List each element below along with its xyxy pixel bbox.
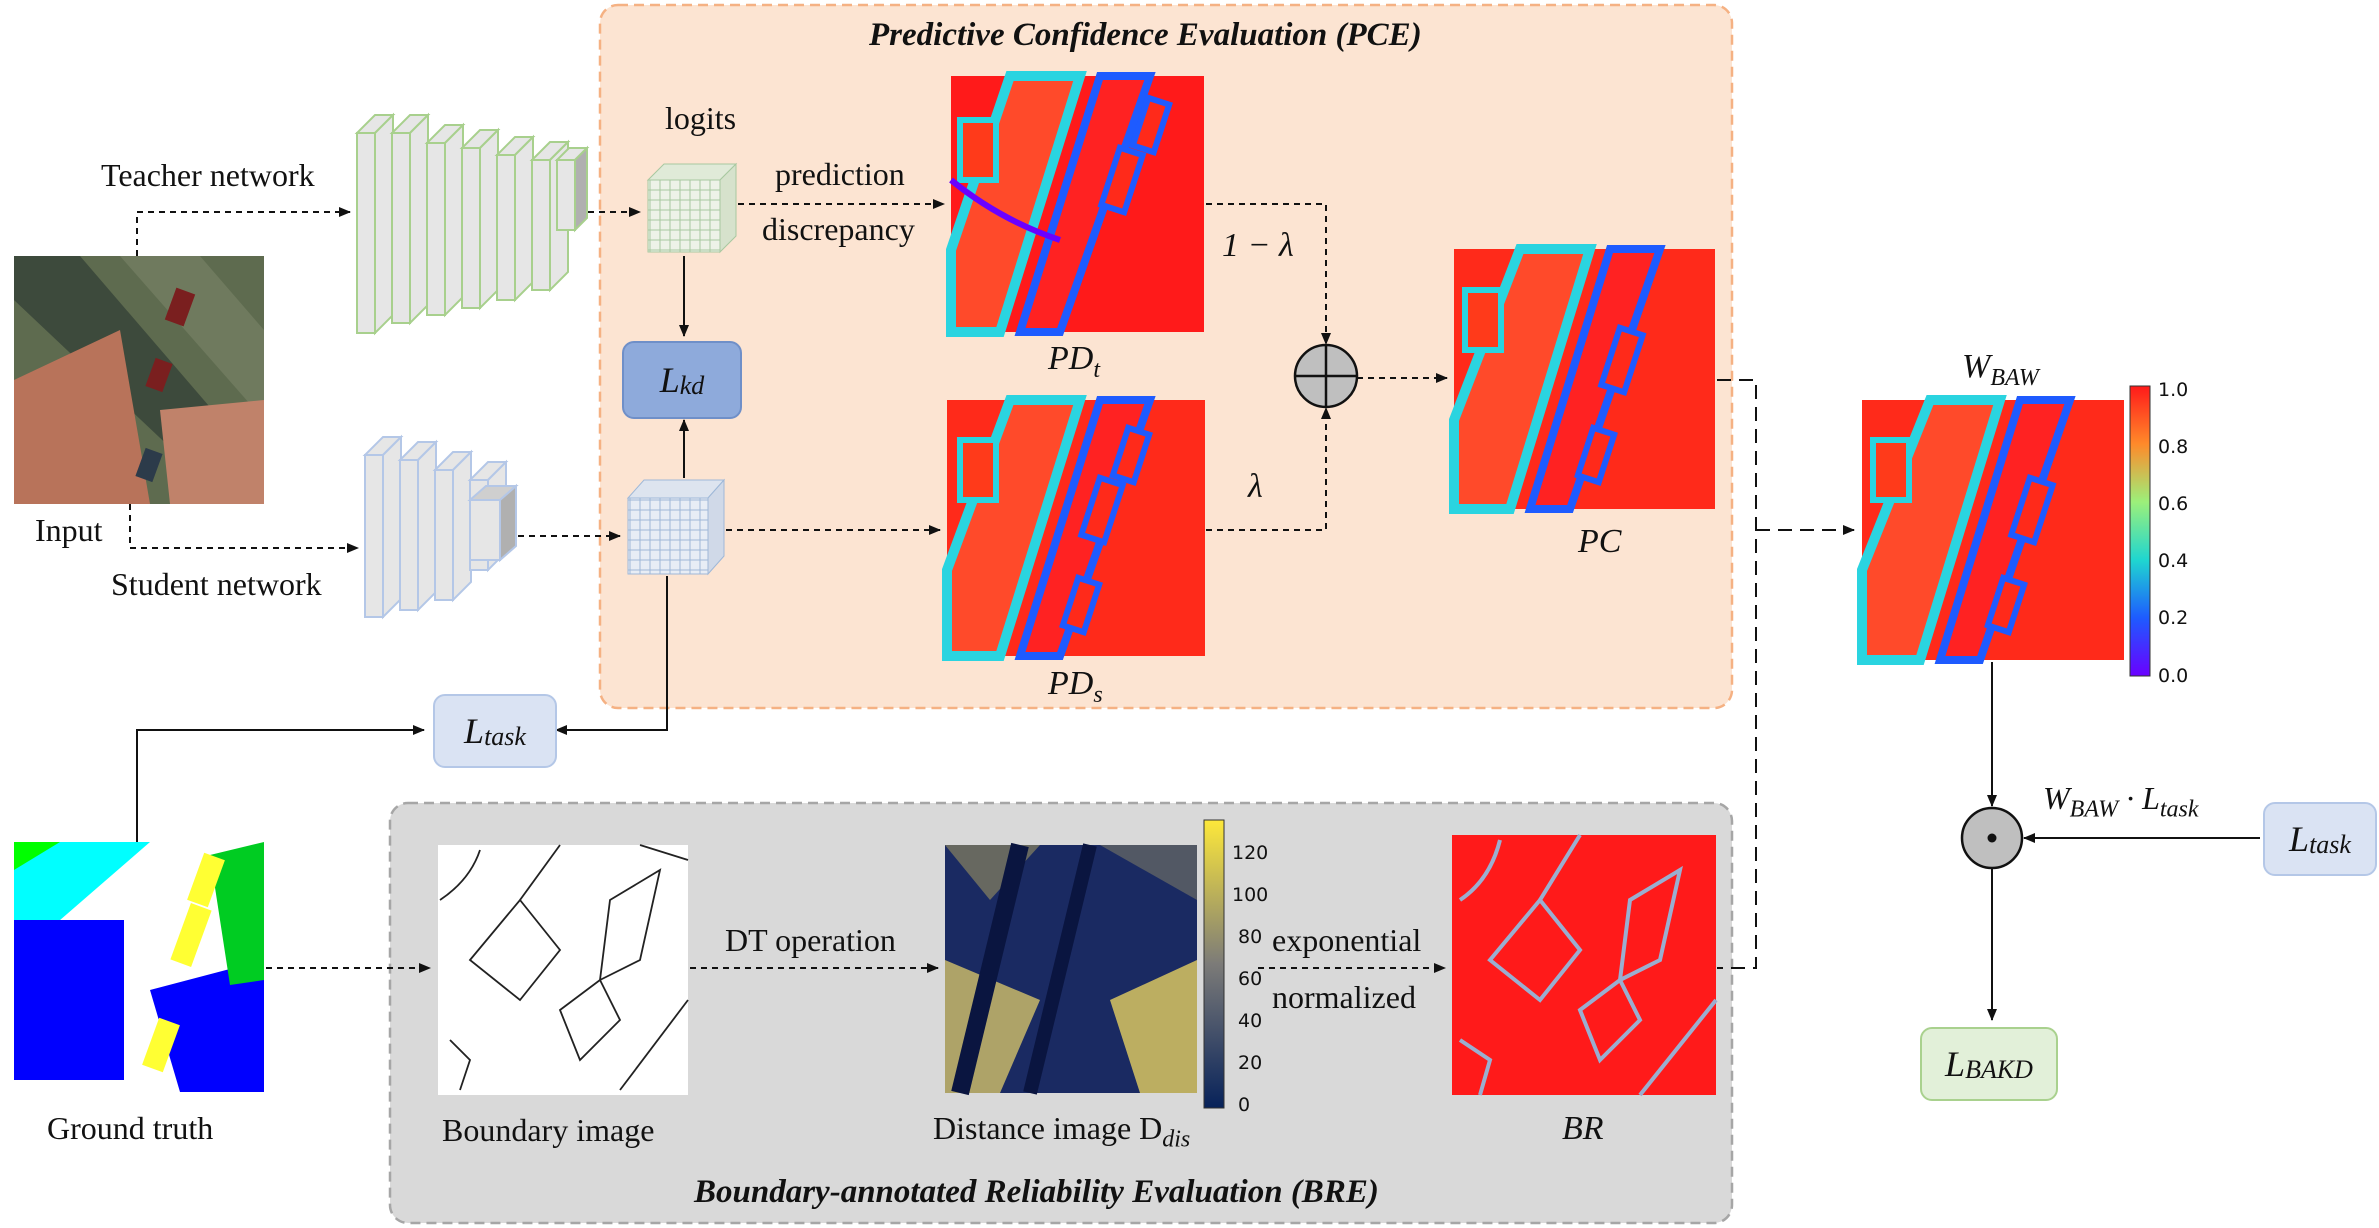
confidence-tick: 0.6	[2158, 493, 2189, 515]
pc-br-merge-line	[1717, 379, 1757, 969]
l-task-right-subscript: task	[2309, 830, 2351, 859]
w-baw-subscript: BAW	[1990, 364, 2039, 391]
weighted-loss-l-sub: task	[2159, 796, 2199, 823]
input-image	[14, 256, 264, 504]
confidence-colorbar	[2129, 385, 2151, 677]
pd-t-heatmap	[946, 71, 1204, 337]
distance-tick: 60	[1238, 968, 1263, 990]
l-task-right-text: L	[2289, 819, 2310, 859]
dt-operation-label: DT operation	[725, 922, 896, 958]
sum-node	[1293, 343, 1359, 409]
br-label: BR	[1562, 1110, 1604, 1147]
exponential-label: exponential	[1272, 922, 1422, 958]
w-baw-text: W	[1962, 348, 1991, 385]
confidence-tick: 1.0	[2158, 379, 2189, 401]
l-task-subscript: task	[484, 722, 526, 751]
boundary-image	[438, 844, 689, 1095]
gt-to-ltask-arrow	[136, 725, 425, 842]
pd-s-subscript: s	[1093, 681, 1103, 708]
weighted-loss-w: W	[2043, 780, 2070, 816]
input-to-student-arrow	[129, 504, 359, 553]
distance-image-text: Distance image D	[933, 1110, 1163, 1146]
distance-tick: 40	[1238, 1010, 1263, 1032]
l-bakd-text: L	[1945, 1044, 1966, 1084]
prediction-label: prediction	[775, 156, 905, 192]
pd-s-label: PDs	[1048, 667, 1103, 707]
l-kd-text: L	[659, 360, 680, 400]
pc-heatmap	[1449, 244, 1715, 514]
distance-image-label: Distance image Ddis	[933, 1112, 1190, 1151]
teacher-label: Teacher network	[101, 157, 315, 193]
lambda-label: λ	[1248, 468, 1263, 505]
discrepancy-label: discrepancy	[762, 211, 915, 247]
w-baw-heatmap	[1857, 395, 2124, 665]
student-logits-cube	[626, 478, 726, 576]
confidence-tick: 0.8	[2158, 436, 2189, 458]
pce-title: Predictive Confidence Evaluation (PCE)	[869, 17, 1422, 53]
pd-s-text: PD	[1048, 665, 1094, 702]
student-label: Student network	[111, 566, 322, 602]
distance-image	[945, 842, 1197, 1096]
input-to-teacher-arrow	[136, 207, 351, 256]
distance-colorbar	[1203, 819, 1225, 1109]
logits-label: logits	[665, 100, 737, 136]
pd-t-subscript: t	[1093, 356, 1100, 383]
pd-s-heatmap	[942, 395, 1205, 661]
one-minus-lambda-label: 1 − λ	[1222, 227, 1294, 264]
l-bakd-subscript: BAKD	[1965, 1055, 2033, 1084]
pd-t-label: PDt	[1048, 342, 1100, 382]
ground-truth-image	[14, 842, 264, 1092]
distance-tick: 120	[1232, 842, 1269, 864]
distance-image-subscript: dis	[1162, 1126, 1191, 1153]
l-task-text: L	[464, 711, 485, 751]
teacher-network	[354, 112, 590, 336]
student-network	[362, 434, 519, 620]
l-kd-subscript: kd	[679, 371, 705, 400]
distance-tick: 80	[1238, 926, 1263, 948]
weighted-loss-w-sub: BAW	[2069, 796, 2119, 823]
teacher-logits-cube	[646, 162, 738, 254]
pds-to-sum-line	[1206, 407, 1331, 531]
boundary-image-label: Boundary image	[442, 1112, 655, 1148]
pdt-to-sum-line	[1206, 203, 1331, 345]
confidence-tick: 0.0	[2158, 665, 2189, 687]
l-bakd-box: L BAKD	[1920, 1027, 2058, 1101]
product-node	[1960, 806, 2024, 870]
confidence-tick: 0.4	[2158, 550, 2189, 572]
distance-tick: 100	[1232, 884, 1269, 906]
distance-tick: 0	[1238, 1094, 1251, 1116]
pce-region	[598, 3, 1734, 710]
bre-title: Boundary-annotated Reliability Evaluatio…	[694, 1174, 1379, 1210]
weighted-loss-l: · L	[2118, 780, 2160, 816]
pc-label: PC	[1578, 523, 1622, 560]
normalized-label: normalized	[1272, 979, 1416, 1015]
distance-tick: 20	[1238, 1052, 1263, 1074]
ground-truth-label: Ground truth	[47, 1110, 214, 1146]
student-logits-to-ltask-arrow	[555, 576, 668, 735]
weighted-loss-label: WBAW · Ltask	[2043, 782, 2199, 821]
input-label: Input	[35, 512, 103, 548]
confidence-tick: 0.2	[2158, 607, 2189, 629]
w-baw-label: WBAW	[1962, 350, 2039, 390]
br-image	[1452, 833, 1718, 1097]
pd-t-text: PD	[1048, 340, 1094, 377]
